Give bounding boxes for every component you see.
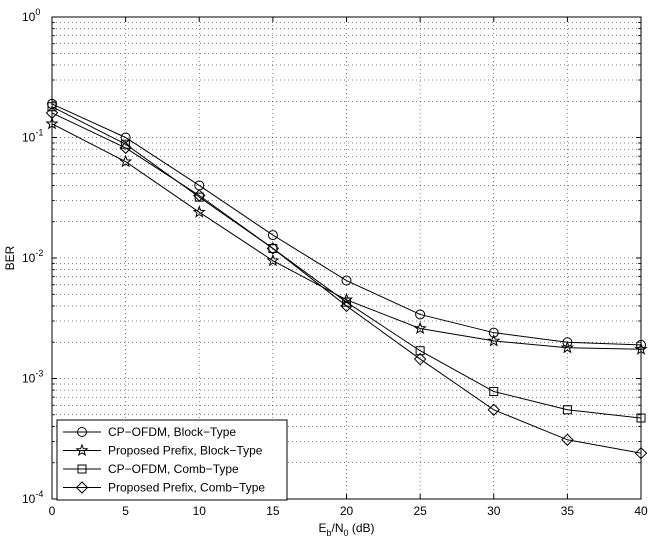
legend-marker-square <box>77 464 87 474</box>
legend-label: CP−OFDM, Block−Type <box>108 425 236 439</box>
data-point-star <box>560 340 574 354</box>
y-tick-label: 10-3 <box>22 369 43 386</box>
x-label-sub2: 0 <box>344 528 349 538</box>
x-tick-label: 10 <box>193 504 207 518</box>
data-point-circle <box>415 309 426 320</box>
x-tick-label: 25 <box>413 504 427 518</box>
data-point-circle <box>341 275 352 286</box>
x-tick-label: 5 <box>122 504 129 518</box>
legend-item: CP−OFDM, Block−Type <box>63 425 236 439</box>
x-tick-label: 30 <box>487 504 501 518</box>
data-point-circle <box>267 230 278 241</box>
data-point-diamond <box>119 141 132 155</box>
legend-label: CP−OFDM, Comb−Type <box>108 462 239 476</box>
data-point-diamond <box>266 242 280 255</box>
data-point-square <box>415 346 425 356</box>
x-label-tail: (dB) <box>349 521 375 535</box>
x-tick-label: 40 <box>634 504 648 518</box>
data-point-square <box>489 387 499 397</box>
series-square <box>47 102 646 423</box>
series-lines <box>45 98 648 460</box>
x-label-mid: /N <box>332 521 344 535</box>
legend-label: Proposed Prefix, Block−Type <box>108 444 263 458</box>
legend-item: Proposed Prefix, Comb−Type <box>63 481 265 495</box>
data-point-diamond <box>413 352 427 366</box>
legend-marker-circle <box>77 427 87 437</box>
series-line <box>51 106 642 419</box>
x-tick-label: 35 <box>561 504 575 518</box>
data-point-square <box>562 405 572 415</box>
y-tick-label: 10-1 <box>22 128 43 145</box>
legend-box <box>56 419 288 501</box>
x-label-sub1: b <box>326 528 331 538</box>
series-line <box>51 112 642 454</box>
y-tick-label: 10-4 <box>22 489 43 506</box>
y-axis-label: BER <box>3 245 17 270</box>
x-axis-label: Eb/N0 (dB) <box>318 521 374 538</box>
data-point-diamond <box>193 189 206 202</box>
x-tick-label: 15 <box>266 504 280 518</box>
legend-label: Proposed Prefix, Comb−Type <box>108 481 265 495</box>
series-diamond <box>45 106 648 460</box>
legend-marker-diamond <box>75 481 89 494</box>
series-line <box>51 103 642 346</box>
x-tick-label: 20 <box>340 504 354 518</box>
x-tick-label: 0 <box>49 504 56 518</box>
grid <box>52 17 641 499</box>
x-label-main: E <box>318 521 326 535</box>
data-point-circle <box>488 327 499 338</box>
y-tick-label: 100 <box>22 7 40 24</box>
data-point-square <box>268 243 278 253</box>
data-point-circle <box>562 337 573 348</box>
data-point-diamond <box>487 403 500 416</box>
legend-item: Proposed Prefix, Block−Type <box>63 444 263 458</box>
legend: CP−OFDM, Block−Type Proposed Prefix, Bloc… <box>56 419 288 501</box>
data-point-star <box>119 154 133 168</box>
axis-ticks: 0 5 10 15 20 25 30 35 40 10-4 10-3 10-2 10-1 100 <box>22 7 648 518</box>
data-point-star <box>487 333 501 347</box>
y-tick-label: 10-2 <box>22 248 43 265</box>
legend-item: CP−OFDM, Comb−Type <box>63 462 239 476</box>
data-point-diamond <box>340 299 353 313</box>
data-point-star <box>192 205 206 218</box>
data-point-star <box>266 253 280 267</box>
legend-marker-star <box>75 443 89 457</box>
data-point-diamond <box>561 433 574 446</box>
data-point-star <box>413 321 427 335</box>
